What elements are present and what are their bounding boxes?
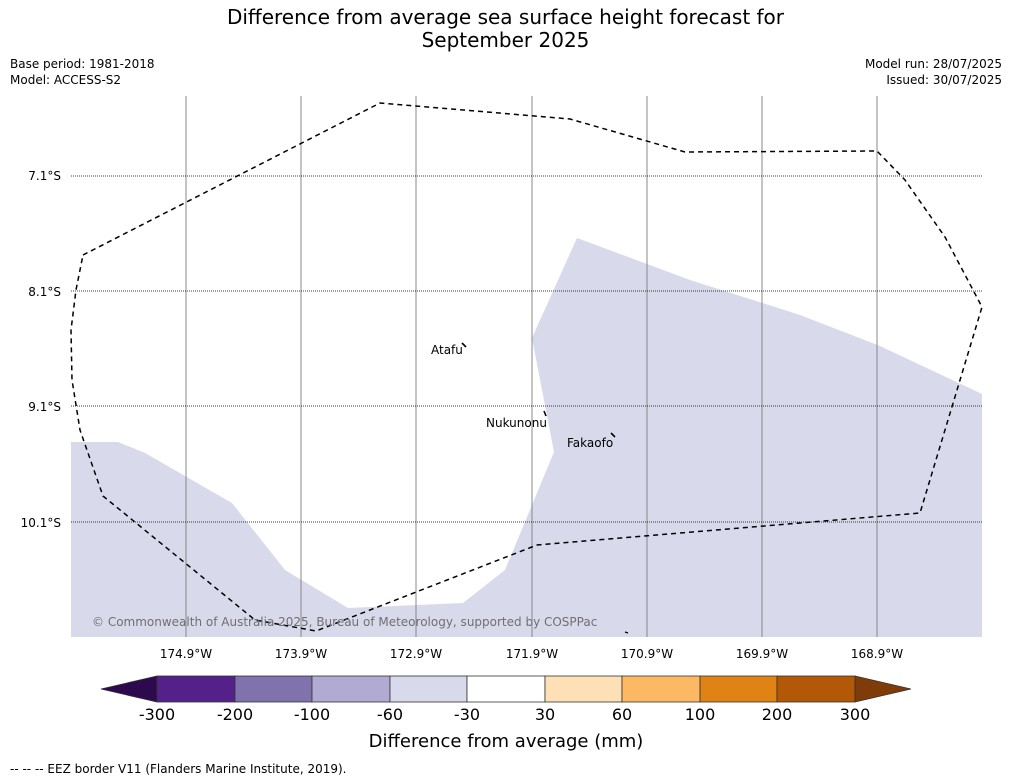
model-run: Model run: 28/07/2025: [864, 57, 1002, 71]
meta-left: Base period: 1981-2018 Model: ACCESS-S2: [10, 56, 155, 88]
colorbar-tick: 60: [612, 705, 632, 724]
colorbar-segment: [234, 675, 313, 703]
map-title-line2: September 2025: [421, 28, 590, 52]
issued-date: Issued: 30/07/2025: [886, 73, 1002, 87]
place-label-atafu: Atafu: [431, 343, 463, 357]
eez-legend-note: -- -- -- EEZ border V11 (Flanders Marine…: [10, 762, 347, 776]
colorbar-segment: [776, 675, 856, 703]
place-label-fakaofo: Fakaofo: [567, 436, 613, 450]
colorbar-title: Difference from average (mm): [369, 731, 644, 752]
map-title: Difference from average sea surface heig…: [0, 6, 1011, 52]
colorbar-segment: [466, 675, 546, 703]
latitude-labels: 7.1°S 8.1°S 9.1°S 10.1°S: [21, 169, 61, 530]
colorbar-tick: -100: [294, 705, 330, 724]
colorbar-tick: 100: [685, 705, 716, 724]
colorbar-segment: [156, 675, 236, 703]
small-island-south: [624, 631, 629, 634]
longitude-labels: 174.9°W 173.9°W 172.9°W 171.9°W 170.9°W …: [160, 647, 903, 661]
colorbar-segment: [389, 675, 468, 703]
atafu-island: [461, 342, 467, 348]
lat-label: 10.1°S: [21, 516, 61, 530]
model-name: Model: ACCESS-S2: [10, 73, 122, 87]
copyright-text: © Commonwealth of Australia 2025, Bureau…: [92, 615, 597, 629]
lat-label: 8.1°S: [28, 285, 61, 299]
lon-label: 168.9°W: [851, 647, 903, 661]
colorbar-tick: -300: [139, 705, 175, 724]
colorbar-segment: [311, 675, 391, 703]
fakaofo-island: [610, 432, 616, 438]
colorbar-tick: 300: [840, 705, 871, 724]
eez-border: [70, 102, 983, 632]
map-title-line1: Difference from average sea surface heig…: [226, 5, 785, 29]
colorbar-extend-high: [854, 675, 912, 703]
lon-label: 171.9°W: [506, 647, 558, 661]
colorbar-tick: 200: [762, 705, 793, 724]
lat-label: 7.1°S: [28, 169, 61, 183]
colorbar-segment: [621, 675, 701, 703]
colorbar-tick: -200: [217, 705, 253, 724]
lat-label: 9.1°S: [28, 400, 61, 414]
colorbar-tick-labels: -300 -200 -100 -60 -30 30 60 100 200 300: [139, 705, 870, 724]
base-period: Base period: 1981-2018: [10, 57, 155, 71]
lon-label: 169.9°W: [736, 647, 788, 661]
lon-label: 170.9°W: [621, 647, 673, 661]
colorbar-segment: [544, 675, 623, 703]
colorbar-tick: 30: [535, 705, 555, 724]
colorbar-extend-low: [100, 675, 158, 703]
lon-label: 172.9°W: [390, 647, 442, 661]
meta-right: Model run: 28/07/2025 Issued: 30/07/2025: [865, 56, 1002, 88]
lon-label: 173.9°W: [275, 647, 327, 661]
nukunonu-island: [543, 410, 547, 417]
map-panel: Atafu Nukunonu Fakaofo © Commonwealth of…: [70, 96, 983, 637]
anomaly-fill-west: [71, 238, 982, 637]
colorbar-tick: -30: [454, 705, 480, 724]
colorbar-segment: [699, 675, 778, 703]
lon-label: 174.9°W: [160, 647, 212, 661]
colorbar-tick: -60: [377, 705, 403, 724]
colorbar: [100, 675, 912, 703]
place-label-nukunonu: Nukunonu: [486, 416, 547, 430]
